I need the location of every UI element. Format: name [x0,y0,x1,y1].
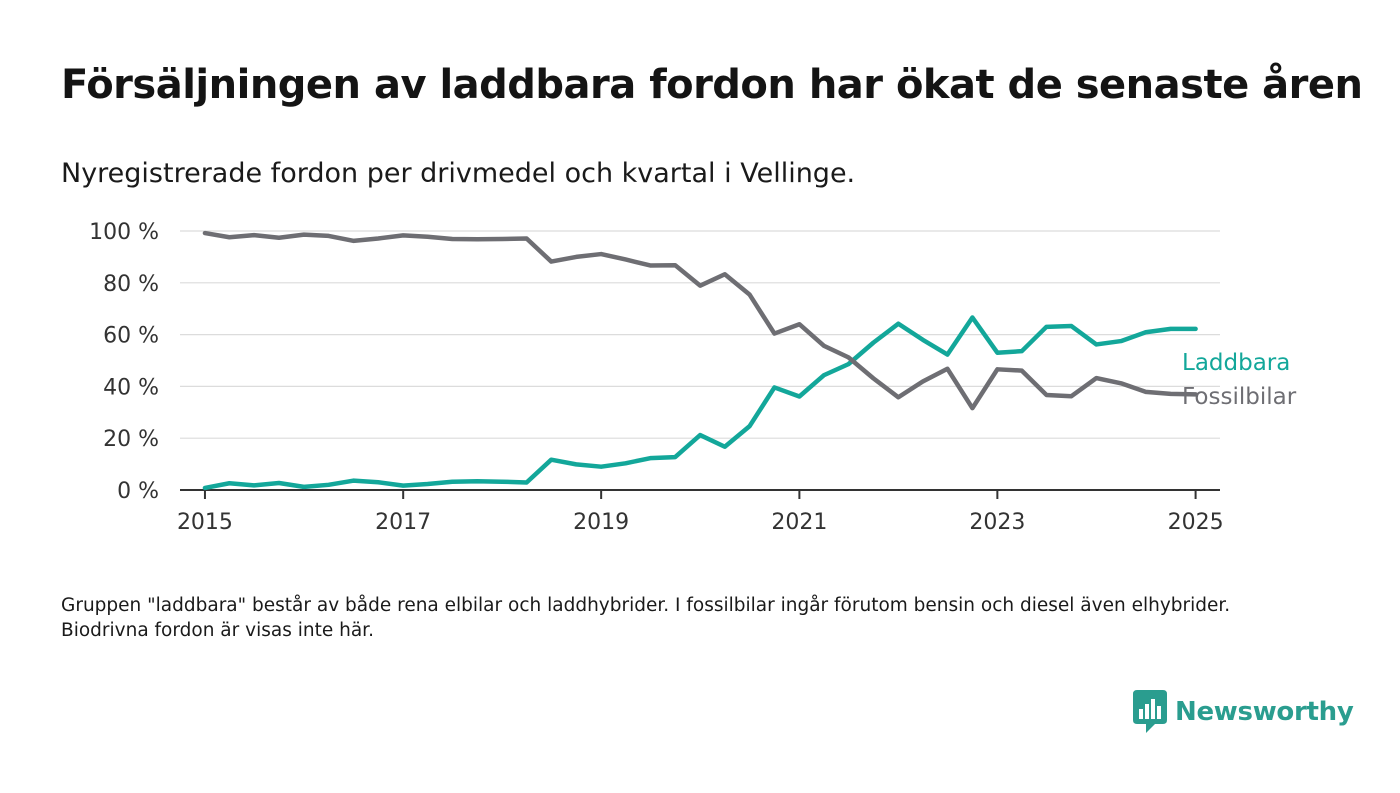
series-label-laddbara: Laddbara [1182,350,1290,376]
series-line-laddbara [202,315,1198,491]
grid-lines [180,230,1220,439]
series-labels: Laddbara Fossilbilar [1182,350,1297,410]
brand-logo[interactable]: Newsworthy [1133,690,1354,734]
chart-footnote: Gruppen "laddbara" består av både rena e… [61,595,1231,641]
x-tick-label: 2019 [573,510,629,535]
x-axis: 2015 2017 2019 2021 2023 2025 [177,489,1224,535]
y-tick-label: 0 % [117,479,159,504]
x-tick-label: 2023 [969,510,1025,535]
chart-subtitle: Nyregistrerade fordon per drivmedel och … [61,158,856,189]
y-axis-labels: 0 % 20 % 40 % 60 % 80 % 100 % [89,220,159,504]
y-tick-label: 20 % [103,427,159,452]
brand-name: Newsworthy [1175,697,1354,727]
x-tick-label: 2021 [771,510,827,535]
line-chart: 0 % 20 % 40 % 60 % 80 % 100 % 2015 2017 2019 202… [89,220,1297,535]
y-tick-label: 40 % [103,375,159,400]
chart-title: Försäljningen av laddbara fordon har öka… [61,62,1363,108]
y-tick-label: 60 % [103,324,159,349]
series-lines [202,230,1198,491]
bar-chart-speech-bubble-icon [1133,690,1167,733]
series-label-fossilbilar: Fossilbilar [1182,384,1297,410]
series-line-fossilbilar [202,230,1198,411]
x-tick-label: 2017 [375,510,431,535]
x-tick-label: 2015 [177,510,233,535]
x-tick-label: 2025 [1168,510,1224,535]
y-tick-label: 100 % [89,220,159,245]
y-tick-label: 80 % [103,272,159,297]
